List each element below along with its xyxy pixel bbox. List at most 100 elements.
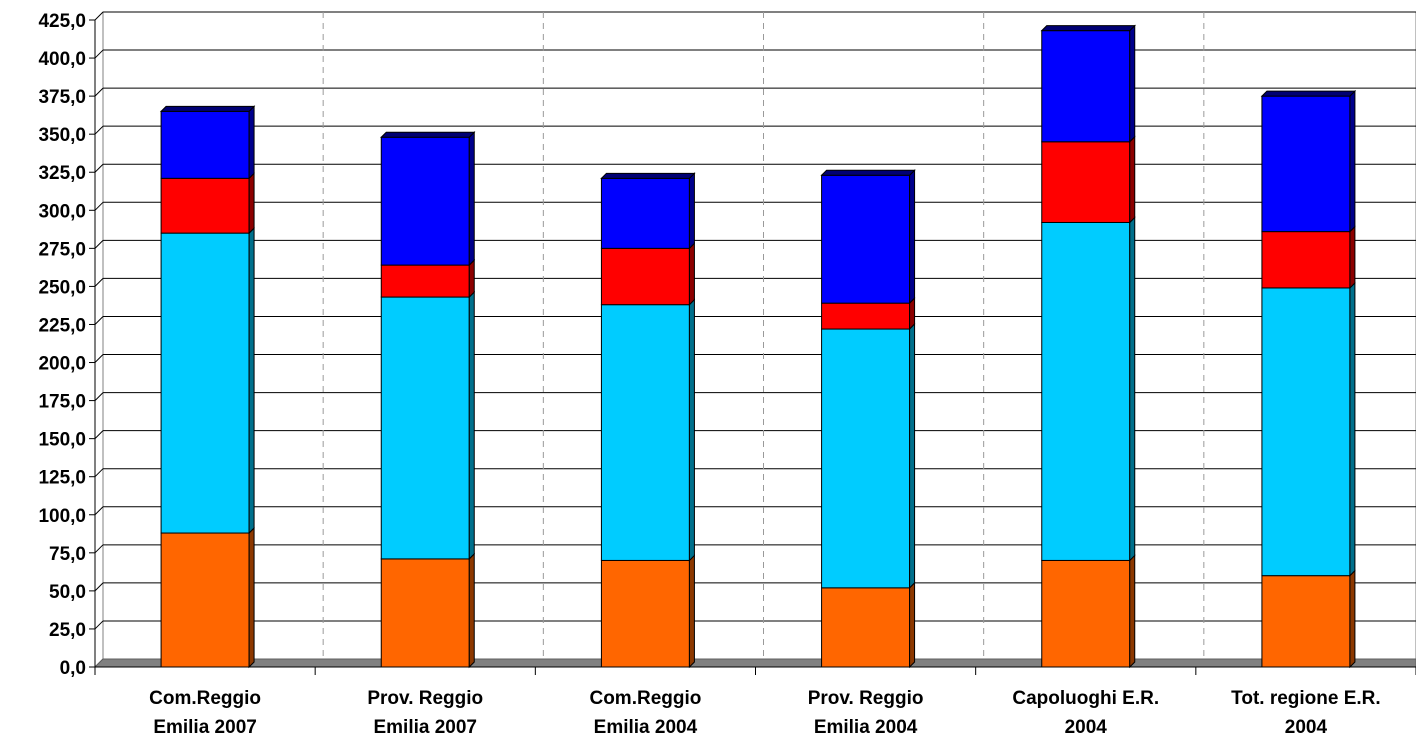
bar-segment-side	[248, 105, 255, 180]
bar-segment-side	[1129, 554, 1136, 669]
bar-segment-front	[1261, 575, 1351, 668]
y-tick-label: 225,0	[38, 315, 86, 336]
axis-layer: 0,0 25,0 50,0 75,0 100,0 125,0 150,0 175,0 200,0…	[38, 11, 1416, 738]
gridline-depth	[94, 544, 104, 554]
x-tick-label-line: Capoluoghi E.R.	[1012, 688, 1159, 709]
bar-segment-front	[600, 247, 690, 306]
y-tick-label: 175,0	[38, 392, 86, 413]
y-tick-label: 400,0	[38, 49, 86, 70]
bar-segment-front	[160, 532, 250, 668]
gridline-depth	[94, 239, 104, 249]
bar-segment-side	[248, 526, 255, 669]
plot-back-wall	[102, 11, 1416, 660]
bar-segment-front	[1261, 95, 1351, 233]
bar-segment-side	[688, 242, 695, 306]
y-tick-label: 100,0	[38, 506, 86, 527]
x-tick-label: Tot. regione E.R. 2004	[1231, 688, 1381, 738]
gridline-depth	[94, 392, 104, 401]
y-tick-label: 350,0	[38, 125, 86, 146]
x-tick-label-line: Prov. Reggio	[808, 688, 924, 709]
bar-segment-side	[909, 322, 916, 590]
bar-segment-side	[468, 131, 475, 267]
bar-segment-front	[821, 174, 911, 304]
bar-segment-front	[380, 136, 470, 266]
bar-segment-side	[1129, 135, 1136, 224]
bar-segment-front	[380, 264, 470, 298]
grid-layer	[93, 11, 1416, 668]
bar-segment-side	[688, 554, 695, 669]
y-tick-label: 50,0	[49, 582, 86, 603]
x-tick-label-line: Tot. regione E.R.	[1231, 688, 1381, 709]
bar-segment-side	[1129, 216, 1136, 562]
bar-segment-front	[821, 587, 911, 668]
bar-segment-side	[688, 298, 695, 562]
y-tick-label: 325,0	[38, 163, 86, 184]
bar-segment-front	[600, 304, 690, 561]
bar-segment-front	[380, 296, 470, 560]
bar-segment-front	[380, 558, 470, 668]
y-tick-label: 300,0	[38, 201, 86, 222]
plot-floor	[93, 658, 1416, 668]
y-tick-label: 25,0	[49, 620, 86, 641]
bar-segment-side	[1349, 281, 1356, 577]
bar-segment-side	[468, 552, 475, 669]
y-tick-label: 125,0	[38, 468, 86, 489]
bar-segment-side	[909, 581, 916, 669]
bar-segment-front	[600, 559, 690, 668]
x-tick-label-line: 2004	[1065, 717, 1108, 738]
bar-segment-front	[1041, 559, 1131, 668]
x-tick-label: Com.Reggio Emilia 2007	[149, 688, 261, 738]
bar-segment-front	[821, 328, 911, 589]
x-tick-label-line: Emilia 2004	[814, 717, 918, 738]
gridline-depth	[94, 11, 104, 21]
y-tick-label: 200,0	[38, 354, 86, 375]
gridline-depth	[94, 278, 104, 287]
y-tick-label: 150,0	[38, 430, 86, 451]
bar-segment-top	[820, 169, 916, 176]
y-tick-label: 0,0	[60, 658, 86, 679]
bar-segment-front	[160, 177, 250, 234]
bar-segment-front	[600, 177, 690, 249]
y-tick-label: 75,0	[49, 544, 86, 565]
gridline-depth	[94, 430, 104, 440]
bar-segment-side	[468, 290, 475, 561]
bar-segment-side	[248, 172, 255, 235]
bar-segment-front	[160, 232, 250, 534]
y-tick-label: 275,0	[38, 239, 86, 260]
gridline-depth	[94, 87, 104, 97]
bar-segment-top	[600, 172, 696, 179]
bar-segment-front	[1041, 221, 1131, 561]
gridline-depth	[94, 354, 104, 363]
bar-segment-front	[1261, 231, 1351, 289]
x-tick-label-line: 2004	[1285, 717, 1328, 738]
y-tick-label: 425,0	[38, 11, 86, 32]
bar-segment-front	[1041, 30, 1131, 143]
x-tick-label: Prov. Reggio Emilia 2004	[808, 688, 924, 738]
y-tick-label: 375,0	[38, 87, 86, 108]
bar-segment-top	[380, 131, 476, 138]
bar-segment-side	[468, 258, 475, 299]
x-tick-label-line: Emilia 2007	[373, 717, 477, 738]
y-tick-label: 250,0	[38, 277, 86, 298]
bar-segment-side	[1349, 569, 1356, 669]
bar-segment-side	[248, 226, 255, 535]
bar-segment-front	[1041, 141, 1131, 223]
x-tick-label: Prov. Reggio Emilia 2007	[367, 688, 483, 738]
bars-layer	[159, 24, 1357, 669]
gridline-depth	[94, 201, 104, 211]
gridline-depth	[94, 506, 104, 516]
x-tick-label-line: Emilia 2007	[153, 717, 257, 738]
bar-segment-side	[1129, 24, 1136, 143]
x-tick-label-line: Com.Reggio	[149, 688, 261, 709]
gridline-depth	[94, 316, 104, 325]
x-tick-label-line: Com.Reggio	[589, 688, 701, 709]
x-tick-label-line: Prov. Reggio	[367, 688, 483, 709]
bar-segment-front	[821, 302, 911, 330]
gridline-depth	[94, 49, 104, 59]
bar-segment-side	[688, 172, 695, 250]
bar-segment-front	[160, 110, 250, 179]
bar-segment-top	[1040, 25, 1136, 32]
bar-segment-top	[1260, 90, 1357, 97]
